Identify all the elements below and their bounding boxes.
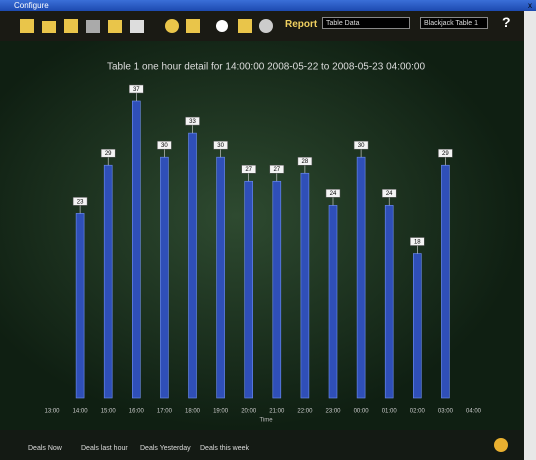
help-button[interactable]: ? — [502, 14, 511, 30]
table-select[interactable]: Blackjack Table 1 — [420, 17, 488, 29]
x-tick-label: 20:00 — [241, 409, 257, 415]
bar — [328, 205, 338, 399]
label-box — [297, 156, 313, 166]
bar — [441, 164, 450, 399]
bar — [103, 164, 113, 399]
bar — [75, 213, 85, 399]
label-box — [325, 189, 341, 198]
x-tick-label: 18:00 — [185, 409, 201, 415]
bar — [356, 156, 366, 399]
x-tick-label: 16:00 — [129, 409, 145, 415]
x-tick-label: 15:00 — [101, 409, 117, 415]
value-label: 30 — [161, 143, 168, 149]
chart-title: Table 1 one hour detail for 14:00:00 200… — [107, 62, 425, 73]
x-tick-label: 14:00 — [73, 409, 89, 415]
bar — [300, 172, 310, 399]
label-box — [213, 140, 228, 150]
x-tick-label: 02:00 — [410, 409, 426, 415]
value-label: 33 — [189, 119, 196, 125]
close-button[interactable]: x — [528, 1, 532, 10]
label-box — [157, 140, 172, 150]
x-tick-label: 23:00 — [325, 409, 341, 415]
x-tick-label: 13:00 — [44, 409, 60, 415]
footer-button[interactable]: Deals last hour — [81, 445, 128, 452]
value-label: 27 — [245, 167, 252, 173]
label-box — [353, 140, 369, 150]
bar — [132, 100, 141, 399]
value-label: 29 — [442, 151, 449, 157]
x-tick-label: 00:00 — [354, 409, 370, 415]
title-bar: Configure x — [0, 0, 536, 11]
label-box — [381, 189, 397, 198]
value-label: 28 — [302, 159, 309, 165]
label-box — [129, 84, 144, 94]
toolbar-icons — [20, 19, 273, 33]
value-label: 37 — [133, 87, 140, 93]
footer-button[interactable]: Deals Now — [28, 445, 62, 452]
x-tick-label: 04:00 — [466, 409, 482, 415]
value-label: 24 — [386, 191, 393, 197]
label-box — [410, 237, 425, 246]
x-tick-label: 21:00 — [269, 409, 285, 415]
scrollbar[interactable] — [524, 11, 536, 460]
value-label: 23 — [77, 199, 84, 205]
bar — [160, 156, 169, 399]
bar — [272, 180, 282, 399]
bar — [216, 156, 225, 399]
label-box — [241, 165, 256, 174]
value-label: 27 — [273, 167, 280, 173]
footer-button[interactable]: Deals Yesterday — [140, 445, 191, 452]
x-tick-label: 19:00 — [213, 409, 229, 415]
value-label: 24 — [330, 191, 337, 197]
label-box — [72, 197, 88, 206]
value-label: 30 — [217, 143, 224, 149]
footer: Deals Now Deals last hour Deals Yesterday D… — [0, 430, 524, 460]
value-label: 30 — [358, 143, 365, 149]
x-tick-label: 22:00 — [297, 409, 313, 415]
label-box — [438, 148, 453, 158]
value-label: 29 — [105, 151, 112, 157]
x-tick-label: 17:00 — [157, 409, 173, 415]
bar — [188, 132, 197, 399]
chart: Table 1 one hour detail for 14:00:00 200… — [44, 62, 482, 424]
footer-button[interactable]: Deals this week — [200, 445, 250, 452]
label-box — [100, 148, 116, 158]
chart-area: Table 1 one hour detail for 14:00:00 200… — [0, 41, 524, 430]
label-box — [185, 116, 200, 126]
x-tick-label: 01:00 — [382, 409, 398, 415]
label-box — [269, 165, 285, 174]
bar — [384, 205, 394, 399]
power-button[interactable] — [493, 437, 509, 453]
window-title: Configure — [14, 1, 49, 10]
x-tick-label: 03:00 — [438, 409, 454, 415]
bar — [244, 180, 253, 399]
report-button[interactable]: Report — [285, 19, 318, 30]
x-axis-label: Time — [259, 418, 273, 424]
value-label: 18 — [414, 239, 421, 245]
bar — [412, 253, 422, 399]
source-select[interactable]: Table Data — [322, 17, 410, 29]
